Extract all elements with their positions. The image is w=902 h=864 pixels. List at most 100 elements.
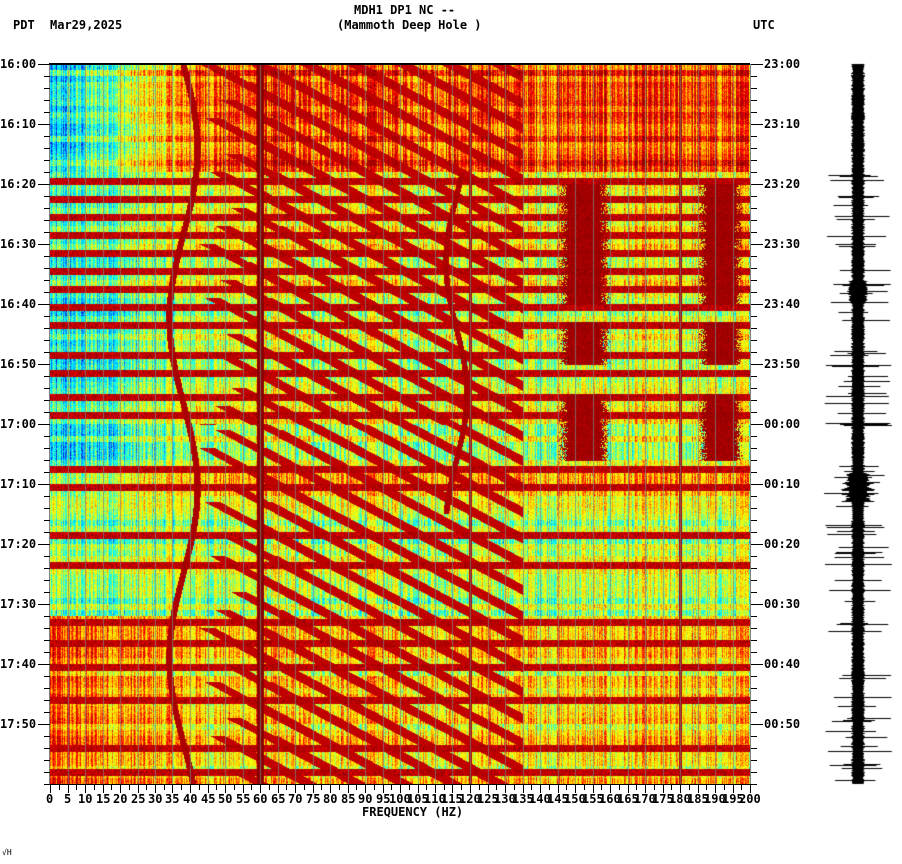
x-major-tick <box>750 784 751 793</box>
x-major-tick <box>172 784 173 793</box>
x-minor-tick <box>356 784 357 790</box>
x-major-tick <box>593 784 594 793</box>
y-minor-tick <box>44 496 50 497</box>
x-tick-label: 100 <box>389 792 411 806</box>
x-major-tick <box>698 784 699 793</box>
y-minor-tick <box>751 148 757 149</box>
x-major-tick <box>663 784 664 793</box>
x-major-tick <box>715 784 716 793</box>
y-major-tick <box>38 244 50 245</box>
y-minor-tick <box>44 148 50 149</box>
y-minor-tick <box>44 172 50 173</box>
x-minor-tick <box>391 784 392 790</box>
y-minor-tick <box>44 688 50 689</box>
x-major-tick <box>418 784 419 793</box>
right-axis-line <box>750 64 751 784</box>
y-minor-tick <box>44 736 50 737</box>
y-minor-tick <box>751 652 757 653</box>
y-minor-tick <box>751 628 757 629</box>
y-major-tick <box>38 124 50 125</box>
y-major-tick <box>751 124 763 125</box>
x-tick-label: 190 <box>704 792 726 806</box>
y-major-tick <box>751 244 763 245</box>
x-tick-label: 170 <box>634 792 656 806</box>
x-minor-tick <box>339 784 340 790</box>
x-minor-tick <box>549 784 550 790</box>
y-major-tick <box>751 724 763 725</box>
x-minor-tick <box>724 784 725 790</box>
x-major-tick <box>103 784 104 793</box>
y-minor-tick <box>44 340 50 341</box>
y-minor-tick <box>751 712 757 713</box>
x-minor-tick <box>461 784 462 790</box>
y-minor-tick <box>44 616 50 617</box>
y-minor-tick <box>751 196 757 197</box>
y-minor-tick <box>751 376 757 377</box>
seismogram-trace <box>820 60 900 790</box>
x-major-tick <box>120 784 121 793</box>
x-minor-tick <box>94 784 95 790</box>
x-tick-label: 140 <box>529 792 551 806</box>
y-minor-tick <box>44 160 50 161</box>
x-minor-tick <box>181 784 182 790</box>
y-minor-tick <box>44 268 50 269</box>
y-minor-tick <box>44 208 50 209</box>
y-minor-tick <box>44 232 50 233</box>
spectrogram-heatmap <box>50 64 750 784</box>
y-minor-tick <box>751 76 757 77</box>
y-tick-label-left: 17:30 <box>0 597 37 611</box>
x-major-tick <box>155 784 156 793</box>
x-tick-label: 105 <box>407 792 429 806</box>
x-tick-label: 165 <box>617 792 639 806</box>
y-minor-tick <box>44 592 50 593</box>
x-tick-label: 25 <box>131 792 146 806</box>
x-major-tick <box>313 784 314 793</box>
x-major-tick <box>540 784 541 793</box>
x-minor-tick <box>59 784 60 790</box>
x-tick-label: 55 <box>236 792 251 806</box>
y-minor-tick <box>44 508 50 509</box>
x-tick-label: 180 <box>669 792 691 806</box>
y-minor-tick <box>751 400 757 401</box>
x-tick-label: 95 <box>376 792 391 806</box>
x-tick-label: 185 <box>687 792 709 806</box>
y-tick-label-left: 17:40 <box>0 657 37 671</box>
x-tick-label: 45 <box>201 792 216 806</box>
x-major-tick <box>365 784 366 793</box>
x-tick-label: 10 <box>78 792 93 806</box>
y-tick-label-left: 16:50 <box>0 357 37 371</box>
y-minor-tick <box>751 496 757 497</box>
y-minor-tick <box>751 316 757 317</box>
x-minor-tick <box>654 784 655 790</box>
x-major-tick <box>523 784 524 793</box>
y-minor-tick <box>751 520 757 521</box>
x-major-tick <box>225 784 226 793</box>
y-minor-tick <box>751 748 757 749</box>
x-tick-label: 40 <box>183 792 198 806</box>
x-minor-tick <box>234 784 235 790</box>
y-minor-tick <box>751 352 757 353</box>
y-tick-label-right: 23:20 <box>764 177 801 191</box>
y-minor-tick <box>44 640 50 641</box>
x-minor-tick <box>269 784 270 790</box>
y-tick-label-left: 17:00 <box>0 417 37 431</box>
x-minor-tick <box>216 784 217 790</box>
x-minor-tick <box>129 784 130 790</box>
y-minor-tick <box>751 580 757 581</box>
x-major-tick <box>575 784 576 793</box>
x-tick-label: 120 <box>459 792 481 806</box>
x-tick-label: 135 <box>512 792 534 806</box>
y-major-tick <box>38 424 50 425</box>
x-tick-label: 75 <box>306 792 321 806</box>
x-tick-label: 60 <box>253 792 268 806</box>
x-minor-tick <box>111 784 112 790</box>
x-major-tick <box>505 784 506 793</box>
x-major-tick <box>50 784 51 793</box>
y-minor-tick <box>751 616 757 617</box>
x-minor-tick <box>409 784 410 790</box>
x-minor-tick <box>304 784 305 790</box>
x-minor-tick <box>566 784 567 790</box>
y-minor-tick <box>751 448 757 449</box>
station-name: (Mammoth Deep Hole ) <box>337 18 482 32</box>
y-minor-tick <box>44 772 50 773</box>
